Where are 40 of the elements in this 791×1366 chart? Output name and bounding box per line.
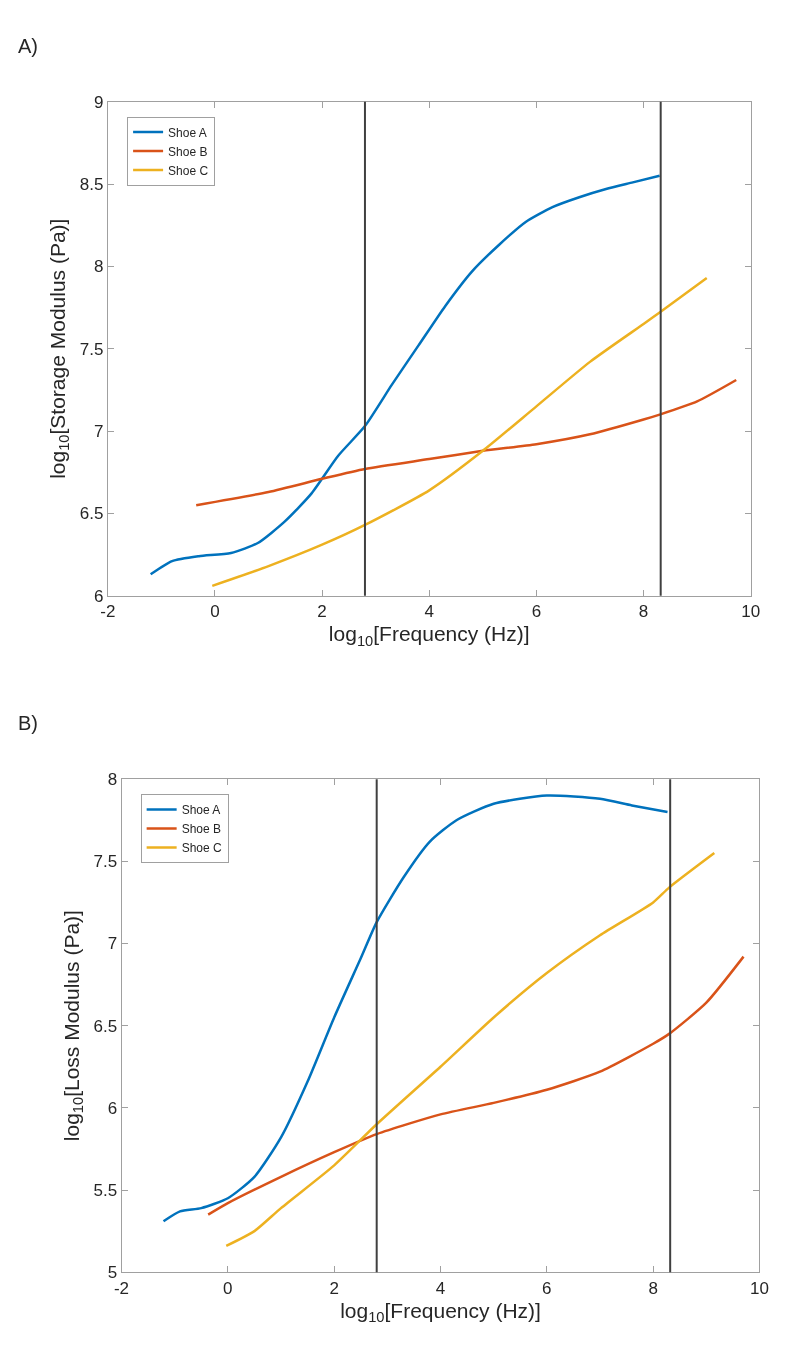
x-axis-title: log$_{10}$[Frequency (Hz)] (340, 1298, 541, 1326)
x-tick-label: 10 (741, 602, 761, 622)
x-tick-label: 4 (424, 602, 434, 622)
y-tick-label: 6.5 (79, 504, 104, 524)
line-series (162, 794, 669, 1223)
y-tick-label: 7 (107, 934, 118, 954)
x-tick-label: 8 (648, 1278, 658, 1298)
x-tick-label: 6 (542, 1278, 552, 1298)
x-tick-label: 6 (531, 602, 542, 622)
y-tick-label: 6.5 (93, 1016, 118, 1036)
y-tick-label: 5.5 (93, 1180, 118, 1200)
line-series (225, 851, 716, 1248)
y-tick-label: 7.5 (93, 852, 118, 872)
legend-label: Shoe C (181, 841, 223, 856)
x-tick-label: 2 (317, 602, 327, 622)
line-series (211, 276, 709, 588)
x-tick-label: 2 (329, 1278, 339, 1298)
x-axis-title: log$_{10}$[Frequency (Hz)] (328, 622, 530, 649)
y-tick-label: 8 (93, 257, 104, 277)
text: A) (18, 35, 38, 57)
y-tick-label: 7 (93, 421, 104, 441)
x-tick-label: 0 (223, 1278, 233, 1298)
text: B) (18, 712, 38, 734)
x-tick-label: 4 (435, 1278, 446, 1298)
x-tick-label: 0 (210, 602, 220, 622)
y-tick-label: 7.5 (79, 339, 104, 359)
legend-label: Shoe B (168, 144, 208, 159)
x-tick-label: 8 (638, 602, 649, 622)
y-tick-label: 8 (107, 770, 118, 790)
legend-label: Shoe A (181, 803, 221, 818)
y-tick-label: 6 (107, 1098, 118, 1118)
x-tick-label: 10 (750, 1278, 769, 1298)
line-series (194, 378, 738, 507)
line-series (149, 174, 661, 576)
line-series (206, 955, 745, 1216)
y-tick-label: 8.5 (79, 174, 104, 194)
y-tick-label: 9 (93, 92, 104, 112)
legend-label: Shoe A (168, 125, 207, 140)
legend-label: Shoe B (181, 822, 222, 837)
legend-label: Shoe C (168, 163, 209, 178)
